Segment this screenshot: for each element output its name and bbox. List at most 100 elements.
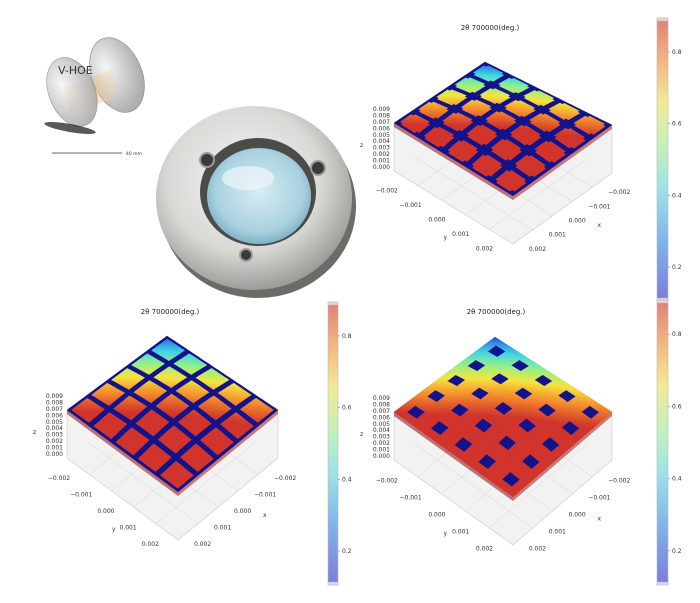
z-tick-label: 0.001 [46,445,63,452]
z-axis-label: z [360,142,363,149]
x-tick-label: 0.001 [214,524,231,531]
z-tick-label: 0.003 [46,432,63,439]
vhoe-schematic: V-HOE 40 mm [44,37,145,157]
y-tick-label: −0.002 [376,478,398,485]
surface [393,61,613,197]
y-tick-label: 0.002 [476,246,493,253]
y-tick-label: −0.001 [399,202,421,209]
z-tick-label: 0.007 [373,408,390,415]
colorbar-cap [656,17,669,22]
surface-edge [513,125,612,200]
colorbar [327,301,339,586]
x-tick-label: −0.002 [608,189,630,196]
colorbar-tick-label: 0.4 [342,476,352,483]
z-tick-label: 0.008 [46,399,63,406]
plot-title: 2θ 700000(deg.) [467,308,526,316]
z-tick-label: 0.001 [373,447,390,454]
z-tick-label: 0.005 [373,421,390,428]
z-tick-label: 0.004 [46,425,63,432]
colorbar-tick-label: 0.6 [342,405,352,412]
surface-edge [394,412,513,501]
z-tick-label: 0.004 [373,427,390,434]
z-tick-label: 0.000 [46,451,63,458]
x-tick-label: 0.002 [194,541,211,548]
y-axis-label: y [443,530,447,537]
surface [66,335,279,493]
colorbar-cap [656,581,669,586]
y-axis-label: y [443,234,447,241]
z-tick-label: 0.007 [373,119,390,126]
colorbar-tick-label: 0.4 [672,476,682,483]
lens-highlight [222,166,274,190]
hoe-disc-shadow [44,122,96,134]
y-tick-label: 0.001 [452,231,469,238]
z-tick-label: 0.002 [46,438,63,445]
y-tick-label: 0.001 [452,529,469,536]
colorbar-tick-label: 0.6 [672,403,682,410]
x-axis-label: x [597,515,601,522]
plot-dot-pattern: 2θ 700000(deg.) 0.0090.0080.0070.0060.005… [360,299,682,586]
z-tick-label: 0.008 [373,112,390,119]
surface-edge [178,410,278,496]
floor-gridline [155,441,256,524]
x-tick-label: −0.001 [588,203,610,210]
floor-gridline [86,441,199,524]
colorbar-cap [327,581,339,586]
screw-hole-bottom [239,248,253,262]
x-tick-label: −0.001 [254,492,276,499]
y-tick-label: −0.002 [376,187,398,194]
z-tick-label: 0.001 [373,158,390,165]
x-tick-label: −0.002 [274,475,296,482]
plot-title: 2θ 700000(deg.) [141,308,200,316]
x-tick-label: 0.000 [234,508,251,515]
x-tick-label: −0.002 [608,478,630,485]
z-tick-label: 0.002 [373,151,390,158]
z-tick-label: 0.002 [373,440,390,447]
surface-edge [513,412,612,501]
x-tick-label: 0.002 [529,546,546,553]
y-tick-label: −0.001 [70,492,92,499]
surface [393,336,613,498]
scale-label: 40 mm [126,151,142,157]
x-tick-label: 0.002 [529,246,546,253]
x-tick-label: 0.000 [569,512,586,519]
hoe-disc-front [46,57,98,127]
z-axis-label: z [360,431,363,438]
z-tick-label: 0.003 [373,434,390,441]
colorbar-cap [656,299,669,304]
z-tick-label: 0.000 [373,453,390,460]
lens-glass [207,148,311,244]
y-tick-label: 0.000 [97,508,114,515]
colorbar [656,17,669,302]
colorbar-tick-label: 0.8 [342,333,352,340]
plot-square-pattern: 2θ 700000(deg.) 0.0090.0080.0070.0060.005… [33,301,352,586]
z-tick-label: 0.004 [373,138,390,145]
plot-title: 2θ 700000(deg.) [461,24,520,32]
z-tick-label: 0.009 [46,393,63,400]
colorbar-tick-label: 0.4 [672,192,682,199]
z-tick-label: 0.005 [46,419,63,426]
y-tick-label: 0.002 [476,546,493,553]
z-tick-label: 0.006 [46,412,63,419]
y-tick-label: 0.000 [428,217,445,224]
screw-hole-left [199,152,215,168]
x-tick-label: 0.001 [549,232,566,239]
colorbar-tick-label: 0.2 [672,548,682,555]
colorbar-cap [327,301,339,306]
colorbar [656,299,669,586]
x-tick-label: −0.001 [588,495,610,502]
y-tick-label: −0.002 [48,475,70,482]
z-tick-label: 0.006 [373,414,390,421]
surface-edge [394,123,513,200]
z-tick-label: 0.008 [373,401,390,408]
colorbar-tick-label: 0.2 [672,264,682,271]
floor-gridline [413,442,533,529]
y-axis-label: y [112,526,116,533]
x-axis-label: x [263,512,267,519]
z-tick-label: 0.009 [373,395,390,402]
colorbar-tick-label: 0.8 [672,49,682,56]
z-tick-label: 0.003 [373,145,390,152]
z-tick-label: 0.005 [373,132,390,139]
colorbar-tick-label: 0.2 [342,548,352,555]
z-tick-label: 0.000 [373,164,390,171]
